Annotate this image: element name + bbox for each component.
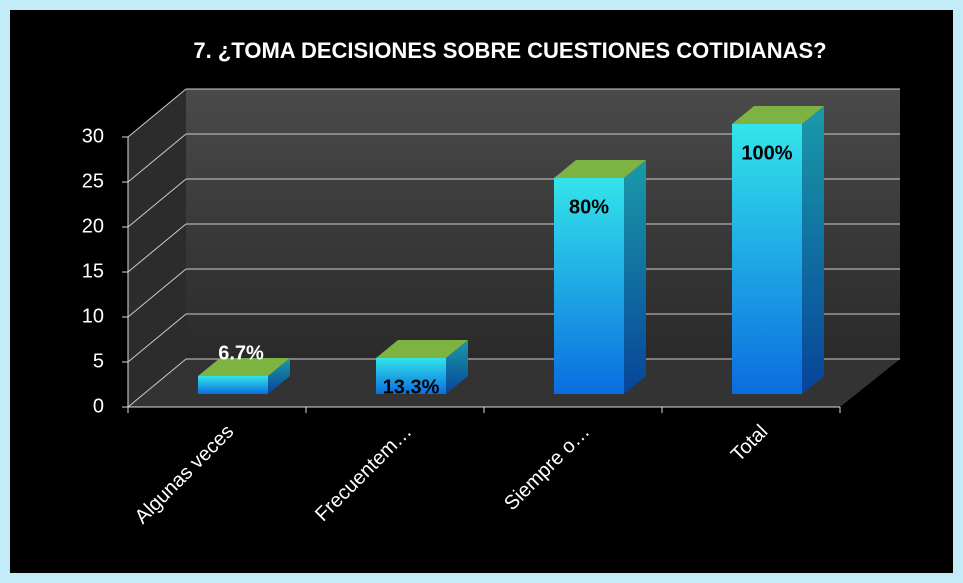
- bar-side: [802, 106, 824, 394]
- y-tick-label: 5: [93, 350, 104, 372]
- bar-side: [268, 358, 290, 394]
- grid-line: [127, 88, 187, 138]
- bar-front: [198, 376, 268, 394]
- bar: [198, 358, 290, 394]
- value-label: 100%: [741, 142, 792, 164]
- bar: [732, 106, 824, 394]
- bar-side: [624, 160, 646, 394]
- bar-front: [554, 178, 624, 394]
- bar: [376, 340, 468, 394]
- bar-top: [376, 340, 468, 358]
- y-tick-label: 10: [82, 305, 104, 327]
- grid-line: [127, 178, 187, 228]
- value-label: 80%: [569, 196, 609, 218]
- bar-front: [732, 124, 802, 394]
- bar-top: [732, 106, 824, 124]
- chart-title: 7. ¿TOMA DECISIONES SOBRE CUESTIONES COT…: [193, 38, 826, 63]
- grid-line: [127, 223, 187, 273]
- y-tick-label: 0: [93, 395, 104, 417]
- grid-line: [127, 133, 187, 183]
- grid-line: [127, 358, 187, 408]
- bar-top: [554, 160, 646, 178]
- bar-front: [376, 358, 446, 394]
- grid-line: [127, 268, 187, 318]
- grid-line: [127, 313, 187, 363]
- y-tick-label: 30: [82, 125, 104, 147]
- y-tick-label: 25: [82, 170, 104, 192]
- value-label: 6.7%: [218, 342, 264, 364]
- value-label: 13.3%: [383, 376, 440, 398]
- y-tick-label: 15: [82, 260, 104, 282]
- y-tick-label: 20: [82, 215, 104, 237]
- bar: [554, 160, 646, 394]
- floor: [128, 359, 900, 407]
- bar-top: [198, 358, 290, 376]
